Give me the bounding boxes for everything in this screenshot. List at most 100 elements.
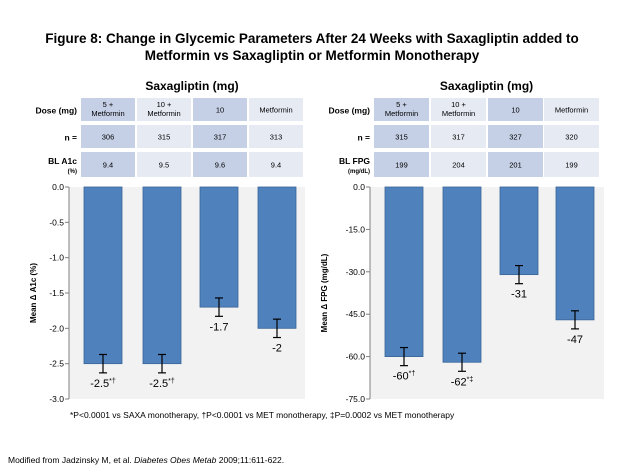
table-cell-bg [81,152,135,177]
chart-1: Saxagliptin (mg) Dose (mg) 5 + Metformin 10 … [29,79,305,404]
table-cell: 313 [270,133,283,142]
source-suffix: 2009;11:611-622. [218,455,285,465]
table-cell-bg [374,98,429,121]
table-cell-bg [544,152,599,177]
y-tick-label: -1.5 [49,288,64,298]
y-tick-label: -2.5 [49,359,64,369]
table-cell-bg [374,152,429,177]
y-tick-label: -0.5 [49,217,64,227]
table-cell-bg [137,98,191,121]
table-cell-bg [431,98,486,121]
table-row: BL A1c (%) 9.4 9.5 9.6 9.4 [48,152,303,177]
table-cell: 317 [452,133,465,142]
y-tick-label: -3.0 [49,394,64,404]
y-tick-label: -60.0 [346,352,366,362]
table-row-label: BL A1c [48,156,77,166]
y-axis-label: Mean Δ FPG (mg/dL) [320,253,329,332]
table-cell: 9.4 [103,161,113,170]
table-cell-bg [81,125,135,148]
table-cell-bg [488,125,543,148]
table-cell-bg [137,152,191,177]
data-label: -47 [567,334,583,346]
y-tick-label: 0.0 [52,182,64,192]
bar [199,186,239,308]
bar [142,186,182,365]
data-label: -31 [511,289,527,301]
chart-header: Saxagliptin (mg) [440,79,533,93]
table-cell: 9.5 [159,161,169,170]
significance-footnote: *P<0.0001 vs SAXA monotherapy, †P<0.0001… [70,410,455,420]
table-cell-bg [431,152,486,177]
table-cell-bg [193,152,247,177]
y-tick-label: -30.0 [346,267,366,277]
table-row-label: n = [64,133,77,143]
table-row-label: BL FPG [339,156,370,166]
table-cell: 320 [565,133,578,142]
table-cell-bg [193,125,247,148]
table-cell-bg [488,98,543,121]
table-row-label: Dose (mg) [328,106,370,116]
table-cell: Metformin [259,106,292,115]
data-label: -1.7 [210,321,229,333]
table-cell: 201 [509,161,522,170]
table-cell-bg [137,125,191,148]
table-cell-bg [193,98,247,121]
data-label: -60*† [393,371,416,383]
source-citation: Modified from Jadzinsky M, et al. Diabet… [8,455,284,465]
y-tick-label: 0.0 [353,182,365,192]
table-cell-bg [431,125,486,148]
table-cell: 315 [158,133,171,142]
table-cell: 10 + Metformin [147,100,180,118]
figure-title-line-2: Metformin vs Saxagliptin or Metformin Mo… [144,48,480,63]
y-tick-label: -45.0 [346,309,366,319]
y-tick-label: -1.0 [49,253,64,263]
data-label: -2 [272,343,282,355]
table-row: n = 306 315 317 313 [64,125,303,148]
y-tick-label: -2.0 [49,323,64,333]
table-cell: 9.4 [271,161,281,170]
table-row: Dose (mg) 5 + Metformin 10 + Metformin 10 Metf… [35,98,303,121]
table-cell-bg [249,125,303,148]
source-journal: Diabetes Obes Metab [134,455,217,465]
table-cell: 10 [216,106,224,115]
table-cell: 199 [565,161,578,170]
bar [555,186,595,321]
bar [442,186,482,363]
table-cell: 204 [452,161,465,170]
figure-title-line-1: Figure 8: Change in Glycemic Parameters … [45,31,579,46]
table-cell-bg [544,125,599,148]
table-cell-bg [488,152,543,177]
table-cell-bg [249,98,303,121]
data-label: -2.5*† [90,378,116,390]
table-cell: 10 + Metformin [442,100,475,118]
table-cell: 5 + Metformin [385,100,418,118]
data-label: -62*‡ [451,376,474,388]
figure-title: Figure 8: Change in Glycemic Parameters … [10,30,614,64]
table-cell: 306 [102,133,115,142]
table-row-label: n = [357,133,370,143]
table-cell: Metformin [555,106,588,115]
table-cell-bg [374,125,429,148]
table-cell: 327 [509,133,522,142]
bar [83,186,123,365]
table-cell: 5 + Metformin [91,100,124,118]
table-cell: 317 [214,133,227,142]
table-cell-bg [81,98,135,121]
table-row: BL FPG (mg/dL) 199 204 201 199 [339,152,599,177]
y-tick-label: -75.0 [346,394,366,404]
table-cell: 315 [395,133,408,142]
table-row-label: Dose (mg) [35,106,77,116]
data-label: -2.5*† [149,378,175,390]
table-row-sublabel: (%) [68,169,77,175]
table-cell: 199 [395,161,408,170]
table-row-sublabel: (mg/dL) [348,169,370,175]
chart-header: Saxagliptin (mg) [145,79,238,93]
bar [499,186,539,276]
table-cell: 10 [511,106,519,115]
bar [384,186,424,358]
source-prefix: Modified from Jadzinsky M, et al. [8,455,132,465]
y-tick-label: -15.0 [346,224,366,234]
chart-2: Saxagliptin (mg) Dose (mg) 5 + Metformin 10 … [320,79,604,404]
table-row: n = 315 317 327 320 [357,125,599,148]
